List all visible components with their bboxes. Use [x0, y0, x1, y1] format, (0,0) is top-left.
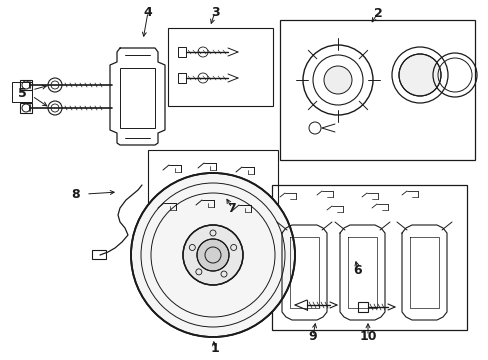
Bar — [20, 80, 32, 90]
Circle shape — [131, 173, 294, 337]
Bar — [280, 20, 474, 160]
Bar — [12, 82, 32, 102]
Bar — [20, 103, 32, 113]
Text: 1: 1 — [210, 342, 219, 355]
Bar — [92, 250, 106, 259]
Circle shape — [197, 239, 228, 271]
Text: 2: 2 — [373, 6, 382, 19]
Circle shape — [183, 225, 243, 285]
Text: 9: 9 — [308, 329, 317, 342]
Text: 5: 5 — [18, 86, 26, 99]
Text: 6: 6 — [353, 264, 362, 276]
Bar — [178, 73, 185, 83]
Text: 10: 10 — [359, 329, 376, 342]
Text: 8: 8 — [72, 188, 80, 201]
Bar — [178, 47, 185, 57]
Text: 4: 4 — [143, 5, 152, 18]
Text: 7: 7 — [227, 202, 236, 215]
Bar — [271, 185, 466, 330]
Text: 3: 3 — [210, 5, 219, 18]
Bar — [120, 68, 155, 128]
Circle shape — [324, 66, 351, 94]
Bar — [168, 28, 272, 106]
Bar — [357, 302, 367, 312]
Circle shape — [398, 54, 440, 96]
Bar — [148, 150, 278, 245]
